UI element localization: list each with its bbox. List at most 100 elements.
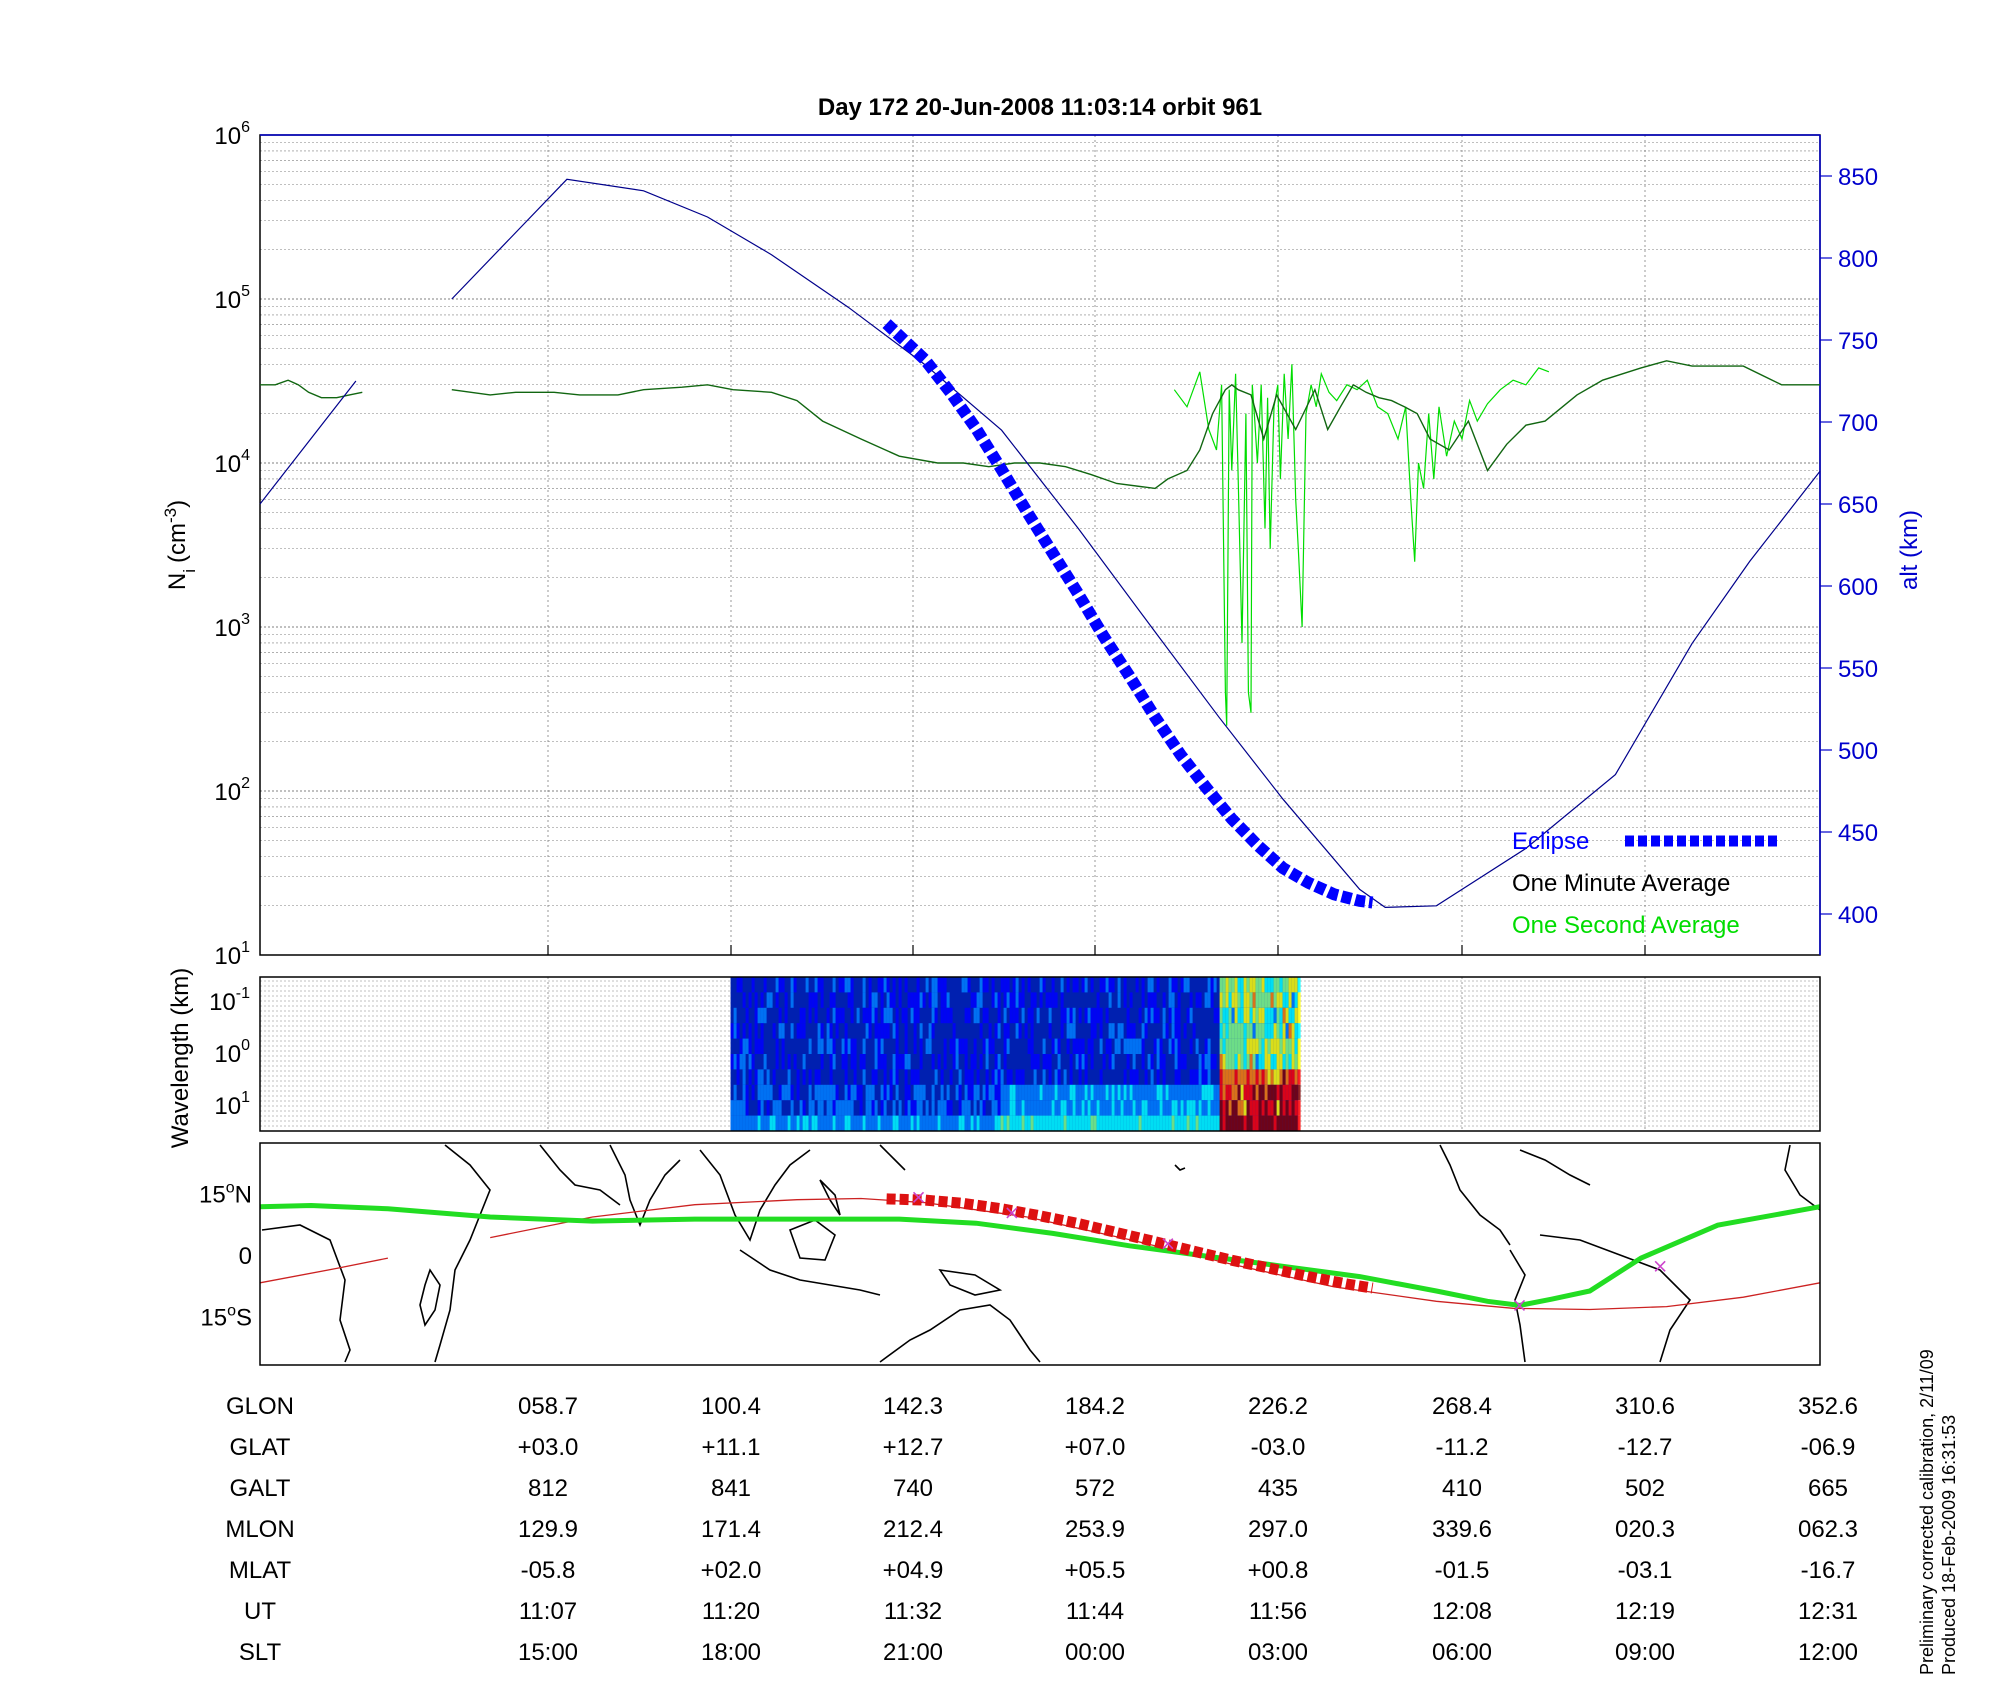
spectrogram-cell	[916, 977, 920, 993]
spectrogram-cell	[1051, 1038, 1055, 1054]
spectrogram-cell	[1180, 1115, 1184, 1131]
spectrogram-cell	[1204, 1084, 1208, 1101]
spectrogram-cell	[769, 1115, 773, 1131]
spectrogram-cell	[1132, 1038, 1136, 1054]
spectrogram-cell	[1189, 1084, 1193, 1101]
spectrogram-cell	[1189, 992, 1193, 1008]
spectrogram-cell	[796, 1115, 800, 1131]
production-date-note: Produced 18-Feb-2009 16:31:53	[1939, 1415, 1959, 1675]
spectrogram-cell	[1147, 1007, 1151, 1024]
spectrogram-cell	[1159, 1115, 1163, 1131]
spectrogram-cell	[946, 1100, 950, 1116]
spectrogram-cell	[1003, 1084, 1007, 1101]
spectrogram-cell	[1084, 1115, 1088, 1131]
spectrogram-cell	[1288, 977, 1292, 993]
spectrogram-cell	[1225, 1023, 1229, 1039]
spectrogram-cell	[826, 1100, 830, 1116]
spectrogram-cell	[1159, 1100, 1163, 1116]
spectrogram-cell	[778, 1115, 782, 1131]
spectrogram-cell	[1237, 1084, 1241, 1101]
spectrogram-cell	[1237, 977, 1241, 993]
spectrogram-cell	[1204, 992, 1208, 1008]
spectrogram-cell	[781, 1038, 785, 1054]
spectrogram-cell	[1249, 1038, 1253, 1054]
calibration-note: Preliminary corrected calibration, 2/11/…	[1917, 1349, 1937, 1675]
spectrogram-cell	[1246, 977, 1250, 993]
spectrogram-cell	[760, 1007, 764, 1024]
spectrogram-cell	[1258, 1007, 1262, 1024]
spectrogram-cell	[1012, 1084, 1016, 1101]
spectrogram-cell	[940, 1115, 944, 1131]
spectrogram-cell	[1294, 1054, 1298, 1070]
spectrogram-cell	[1072, 977, 1076, 993]
spectrogram-cell	[1243, 1115, 1247, 1131]
spectrogram-cell	[1156, 1100, 1160, 1116]
spectrogram-cell	[961, 977, 965, 993]
spectrogram-cell	[1030, 1023, 1034, 1039]
spectrogram-cell	[733, 1023, 737, 1039]
spectrogram-cell	[1282, 1054, 1286, 1070]
one-minute-average-line	[260, 360, 1820, 490]
spectrogram-cell	[1174, 1100, 1178, 1116]
spectrogram-cell	[1126, 1084, 1130, 1101]
ephemeris-cell: 502	[1625, 1475, 1665, 1502]
spectrogram-cell	[853, 1069, 857, 1085]
spectrogram-cell	[946, 1007, 950, 1024]
density-y-tick-label: 105	[214, 283, 250, 314]
spectrogram-cell	[742, 1023, 746, 1039]
spectrogram-cell	[961, 1038, 965, 1054]
spectrogram-cell	[787, 1054, 791, 1070]
spectrogram-cell	[748, 992, 752, 1008]
spectrogram-cell	[1093, 1100, 1097, 1116]
spectrogram-cell	[919, 992, 923, 1008]
density-y-tick-label: 104	[214, 447, 250, 478]
spectrogram-cell	[1270, 1115, 1274, 1131]
spectrogram-cell	[766, 1115, 770, 1131]
spectrogram-cell	[1240, 1069, 1244, 1085]
spectrogram-cell	[868, 1115, 872, 1131]
spectrogram-cell	[1177, 1100, 1181, 1116]
spectrogram-cell	[1021, 977, 1025, 993]
density-y-tick-label: 102	[214, 775, 250, 806]
spectrogram-cell	[1117, 1023, 1121, 1039]
spectrogram-cell	[736, 1023, 740, 1039]
spectrogram-cell	[859, 1054, 863, 1070]
spectrogram-cell	[757, 1007, 761, 1024]
density-gridlines	[260, 142, 1820, 956]
spectrogram-cell	[1141, 1084, 1145, 1101]
spectrogram-cell	[880, 1100, 884, 1116]
coastline-madagascar	[419, 1268, 441, 1327]
spectrogram-cell	[1036, 1115, 1040, 1131]
spectrogram-cell	[1243, 1100, 1247, 1116]
spectrogram-cell	[781, 1084, 785, 1101]
spectrogram-cell	[1180, 1084, 1184, 1101]
spectrogram-cell	[991, 992, 995, 1008]
spectrogram-cell	[760, 1084, 764, 1101]
spectrogram-cell	[838, 1007, 842, 1024]
spectrogram-cell	[1084, 1100, 1088, 1116]
spectrogram-cell	[790, 1023, 794, 1039]
altitude-tick-label: 450	[1838, 820, 1878, 847]
spectrogram-cell	[1171, 1007, 1175, 1024]
ephemeris-cell: 740	[893, 1475, 933, 1502]
spectrogram-cell	[1291, 992, 1295, 1008]
spectrogram-cell	[1294, 992, 1298, 1008]
spectrogram-cell	[1231, 1100, 1235, 1116]
spectrogram-cell	[844, 977, 848, 993]
spectrogram-cell	[943, 977, 947, 993]
spectrogram-cell	[1078, 1100, 1082, 1116]
spectrogram-cell	[1186, 1084, 1190, 1101]
spectrogram-cell	[931, 977, 935, 993]
spectrogram-cell	[1267, 1054, 1271, 1070]
spectrogram-cell	[1228, 977, 1232, 993]
spectrogram-cell	[850, 1100, 854, 1116]
spectrogram-cell	[1240, 992, 1244, 1008]
spectrogram-cell	[919, 1115, 923, 1131]
spectrogram-cell	[814, 992, 818, 1008]
spectrogram-cell	[772, 1115, 776, 1131]
spectrogram-cell	[1294, 1084, 1298, 1101]
spectrogram-cell	[874, 992, 878, 1008]
spectrogram-cell	[1123, 1100, 1127, 1116]
spectrogram-cell	[1234, 1054, 1238, 1070]
spectrogram-cell	[745, 1007, 749, 1024]
